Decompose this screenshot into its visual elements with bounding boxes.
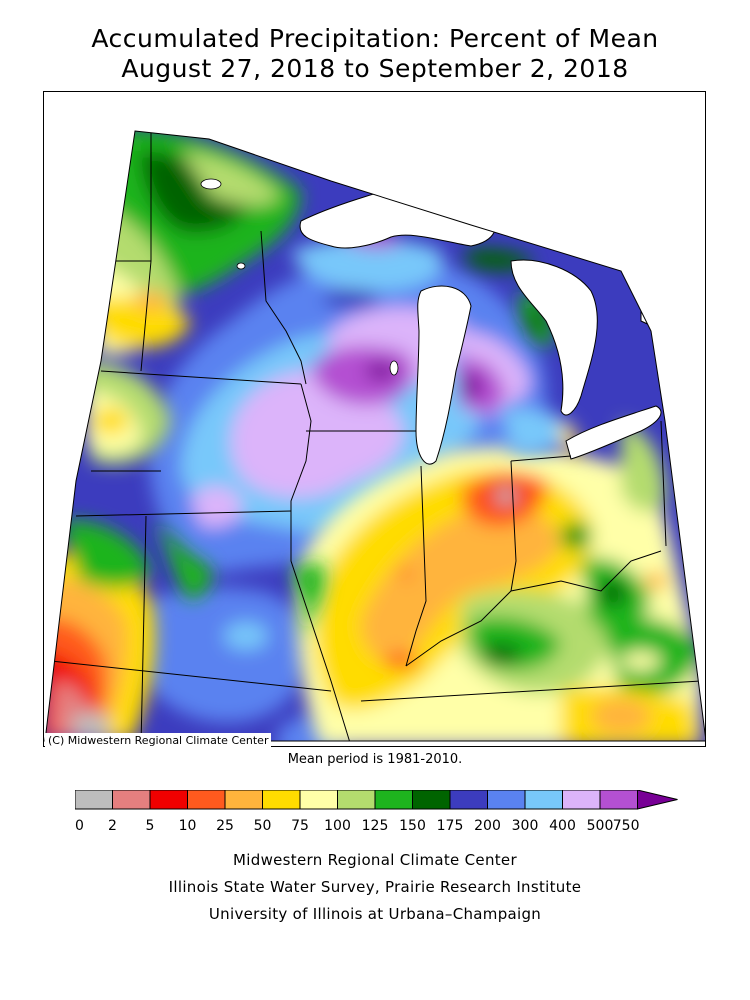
legend-swatch — [187, 790, 226, 810]
legend-tick-label: 400 — [549, 818, 576, 834]
legend-tick-label: 2 — [108, 818, 117, 834]
legend-swatch — [524, 790, 563, 810]
legend-swatch — [449, 790, 488, 810]
credit-line-2: Illinois State Water Survey, Prairie Res… — [168, 878, 582, 896]
legend-swatch — [487, 790, 526, 810]
legend-tick-label: 50 — [254, 818, 272, 834]
legend-arrow — [637, 790, 678, 810]
legend-swatch — [224, 790, 263, 810]
map-svg — [44, 130, 705, 742]
credit-line-1: Midwestern Regional Climate Center — [233, 851, 517, 869]
legend-swatch — [599, 790, 638, 810]
legend-swatch — [562, 790, 601, 810]
legend-tick-label: 750 — [613, 818, 640, 834]
legend-tick-label: 150 — [399, 818, 426, 834]
legend-tick-label: 300 — [512, 818, 539, 834]
legend-tick-label: 75 — [291, 818, 309, 834]
legend-swatch — [112, 790, 151, 810]
domain-outline — [44, 130, 705, 742]
precipitation-field — [45, 131, 705, 741]
precipitation-map — [43, 91, 706, 747]
color-legend: 0 2 5 10 25 50 75 100 125 150 175 200 300 400 500 750 — [75, 790, 678, 834]
map-title-line-2: August 27, 2018 to September 2, 2018 — [121, 54, 629, 83]
legend-tick-label: 200 — [474, 818, 501, 834]
legend-tick-label: 25 — [216, 818, 234, 834]
mean-period-note: Mean period is 1981-2010. — [287, 752, 463, 767]
legend-tick-label: 100 — [324, 818, 351, 834]
legend-swatch — [149, 790, 188, 810]
credit-line-3: University of Illinois at Urbana–Champai… — [208, 905, 542, 923]
map-title-line-1: Accumulated Precipitation: Percent of Me… — [91, 24, 659, 53]
legend-tick-label: 5 — [146, 818, 155, 834]
legend-swatch — [412, 790, 451, 810]
state-boundaries — [50, 131, 702, 741]
legend-swatch — [262, 790, 301, 810]
legend-tick-label: 0 — [75, 818, 84, 834]
legend-swatch — [374, 790, 413, 810]
legend-swatch — [299, 790, 338, 810]
map-copyright: (C) Midwestern Regional Climate Center — [45, 733, 272, 748]
legend-swatch — [75, 790, 113, 810]
legend-tick-label: 175 — [437, 818, 464, 834]
legend-tick-label: 125 — [362, 818, 389, 834]
legend-swatch — [337, 790, 376, 810]
legend-tick-label: 10 — [179, 818, 197, 834]
legend-tick-label: 500 — [587, 818, 614, 834]
